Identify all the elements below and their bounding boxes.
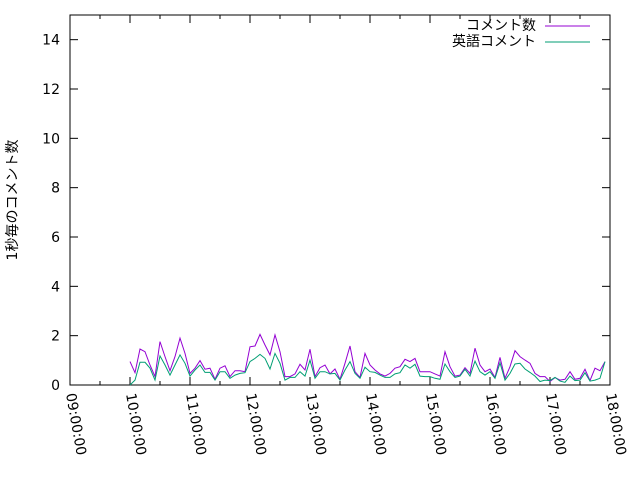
y-tick-label: 8 <box>51 181 60 197</box>
y-axis: 0 2 4 6 8 10 12 14 <box>42 33 610 394</box>
x-tick-label: 12:00:00 <box>242 392 269 457</box>
y-tick-label: 4 <box>51 279 60 295</box>
y-tick-label: 12 <box>42 82 60 98</box>
series-line-0 <box>129 333 606 383</box>
y-tick-label: 6 <box>51 230 60 246</box>
x-tick-label: 18:00:00 <box>602 392 629 457</box>
x-tick-label: 14:00:00 <box>362 392 389 457</box>
y-tick-label: 14 <box>42 33 60 49</box>
y-tick-label: 0 <box>51 378 60 394</box>
series-line-1 <box>129 352 606 386</box>
plot-frame <box>69 14 611 386</box>
y-tick-label: 10 <box>42 131 60 147</box>
legend: コメント数 英語コメント <box>452 18 590 50</box>
x-tick-label: 13:00:00 <box>302 392 329 457</box>
x-tick-label: 09:00:00 <box>62 392 89 457</box>
x-tick-label: 16:00:00 <box>482 392 509 457</box>
x-tick-label: 15:00:00 <box>422 392 449 457</box>
x-tick-label: 11:00:00 <box>182 392 209 457</box>
legend-label-comments: コメント数 <box>466 18 536 34</box>
x-tick-label: 17:00:00 <box>542 392 569 457</box>
series-lines <box>129 333 606 386</box>
legend-label-english: 英語コメント <box>452 33 536 50</box>
x-tick-label: 10:00:00 <box>122 392 149 457</box>
x-axis: 09:00:00 10:00:00 11:00:00 12:00:00 13:00:00… <box>62 15 629 457</box>
y-tick-label: 2 <box>51 329 60 345</box>
y-axis-label: 1秒毎のコメント数 <box>5 140 21 261</box>
